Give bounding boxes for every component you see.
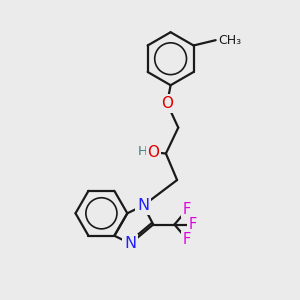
Text: F: F	[183, 202, 191, 217]
Text: O: O	[147, 145, 159, 160]
Text: O: O	[161, 96, 173, 111]
Text: F: F	[189, 217, 197, 232]
Text: F: F	[183, 232, 191, 247]
Text: N: N	[124, 236, 136, 251]
Text: H: H	[137, 145, 147, 158]
Text: CH₃: CH₃	[218, 34, 241, 47]
Text: N: N	[137, 198, 149, 213]
